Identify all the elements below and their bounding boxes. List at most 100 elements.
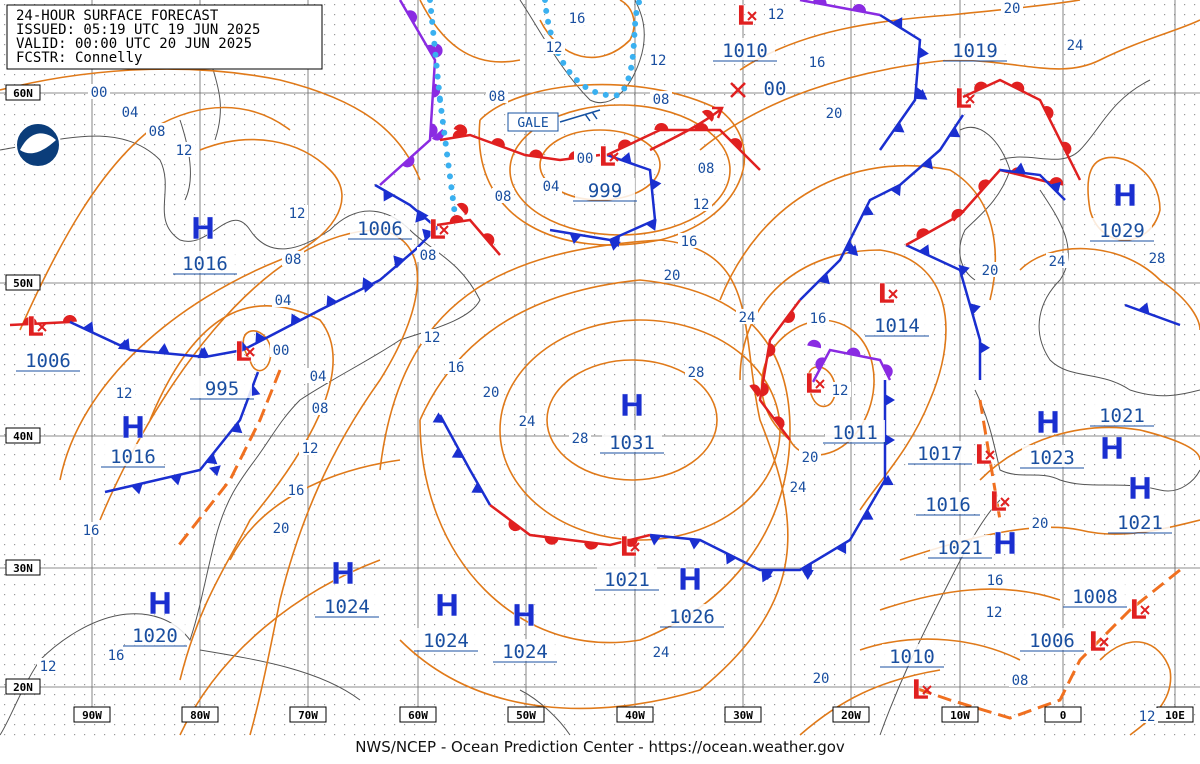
occluded-front-bump <box>846 347 861 357</box>
isobar-label: 16 <box>810 311 827 327</box>
isobar-label: 12 <box>693 197 710 213</box>
high-symbol: H <box>677 563 702 598</box>
lon-label: 10E <box>1165 709 1185 722</box>
warm-front-bump <box>482 233 495 246</box>
isobar-label: 20 <box>664 268 681 284</box>
warm-front-bump <box>951 209 964 222</box>
isobar-label: 24 <box>1049 254 1066 270</box>
cold-front-barb <box>290 313 302 326</box>
pressure-label: 1021 <box>604 569 650 591</box>
pressure-label: 1016 <box>925 494 971 516</box>
cold-front-barb <box>170 474 182 486</box>
lon-label-box <box>832 706 870 723</box>
low-symbol: L <box>1088 625 1106 658</box>
pressure-label-bg <box>1065 584 1125 606</box>
cold-front-barb <box>980 341 990 354</box>
isobar-label-bg <box>650 644 672 659</box>
pressure-label-bg <box>103 444 163 466</box>
isobar-label: 00 <box>273 343 290 359</box>
isobar-label: 20 <box>826 106 843 122</box>
occluded-front-bump <box>406 10 418 24</box>
lon-label-box <box>399 706 437 723</box>
warm-front-bump <box>491 138 505 148</box>
pressure-label-bg <box>662 604 722 626</box>
isobar-label-bg <box>480 384 502 399</box>
isobar-label-bg <box>799 449 821 464</box>
cold-front-barb <box>649 534 662 546</box>
pressure-label: 1016 <box>110 446 156 468</box>
isobar-label: 24 <box>1067 38 1084 54</box>
isobar-label-bg <box>736 309 758 324</box>
warm-front <box>905 168 1061 247</box>
labels: 60N 50N 40N 30N 20N 90W 80W 70W 60W 50W 40W 30W 20W 1… <box>5 0 1194 725</box>
isobar-label-bg <box>105 647 127 662</box>
cold-front-barb <box>969 303 981 315</box>
warm-front-bump <box>783 310 795 323</box>
pressure-label-bg <box>602 430 662 452</box>
high-symbol: H <box>330 557 355 592</box>
header-forecaster: FCSTR: Connelly <box>16 50 142 66</box>
low-symbol: L <box>877 277 895 310</box>
warm-front-bump <box>730 138 743 151</box>
warm-front-bump <box>760 382 769 397</box>
cold-front <box>799 114 965 301</box>
isobar-label: 04 <box>275 293 292 309</box>
isobar-label-bg <box>540 178 562 193</box>
lon-label-box <box>289 706 327 723</box>
cold-front-barb <box>958 264 970 277</box>
pressure-label-bg <box>1110 510 1170 532</box>
low-symbol: L <box>1129 593 1147 626</box>
pressure-label: 1006 <box>357 218 403 240</box>
isobar-label-bg <box>307 368 329 383</box>
isobar-label-bg <box>695 160 717 175</box>
isobar-label: 12 <box>768 7 785 23</box>
isobar-label-bg <box>309 400 331 415</box>
warm-front-bump <box>749 384 761 397</box>
pressure-label-bg <box>825 420 885 442</box>
pressure-label: 1016 <box>182 253 228 275</box>
cold-front-barb <box>801 570 814 580</box>
isobar-label: 12 <box>1139 709 1156 725</box>
cold-front-barb <box>451 447 464 458</box>
low-symbol: L <box>234 335 252 368</box>
low-symbol: L <box>598 140 616 173</box>
lat-label-box <box>5 274 41 291</box>
isobar-label-bg <box>574 150 596 165</box>
warm-front <box>436 218 501 256</box>
lat-label-box <box>5 427 41 444</box>
lon-label: 70W <box>298 709 318 722</box>
pressure-label-bg <box>1022 445 1082 467</box>
isobar-label-bg <box>282 251 304 266</box>
header-issued: ISSUED: 05:19 UTC 19 JUN 2025 <box>16 22 260 38</box>
warm-front-bump <box>1010 81 1025 92</box>
pressure-label: 1020 <box>132 625 178 647</box>
isobar-label-bg <box>810 670 832 685</box>
pressure-label: 1021 <box>1117 512 1163 534</box>
isobar-label: 20 <box>483 385 500 401</box>
lat-label-box <box>5 678 41 695</box>
isobar-label: 20 <box>813 671 830 687</box>
isobar-label: 00 <box>91 85 108 101</box>
isobar-label: 04 <box>310 369 327 385</box>
isobar-label-bg <box>1136 708 1158 723</box>
warm-front-bump <box>544 536 559 545</box>
isobar-label: 12 <box>986 605 1003 621</box>
lon-label: 10W <box>950 709 970 722</box>
header-valid: VALID: 00:00 UTC 20 JUN 2025 <box>16 36 252 52</box>
high-symbol: H <box>147 587 172 622</box>
footer: NWS/NCEP - Ocean Prediction Center - htt… <box>355 738 845 756</box>
warm-front-bump <box>974 81 988 92</box>
lat-label: 30N <box>13 562 33 575</box>
warm-front-bump <box>978 179 991 192</box>
pressure-label: 1024 <box>423 630 469 652</box>
occluded-front-bump <box>807 339 822 349</box>
cold-front-barb <box>432 412 445 423</box>
trough-front <box>173 369 282 551</box>
warm-front-bump <box>618 139 632 150</box>
pressure-label-bg <box>945 38 1005 60</box>
high-symbol: H <box>1127 472 1152 507</box>
occluded-front-bump <box>812 0 827 5</box>
low-x <box>747 11 757 21</box>
isobar-label-bg <box>270 520 292 535</box>
isobar-label-bg <box>37 658 59 673</box>
